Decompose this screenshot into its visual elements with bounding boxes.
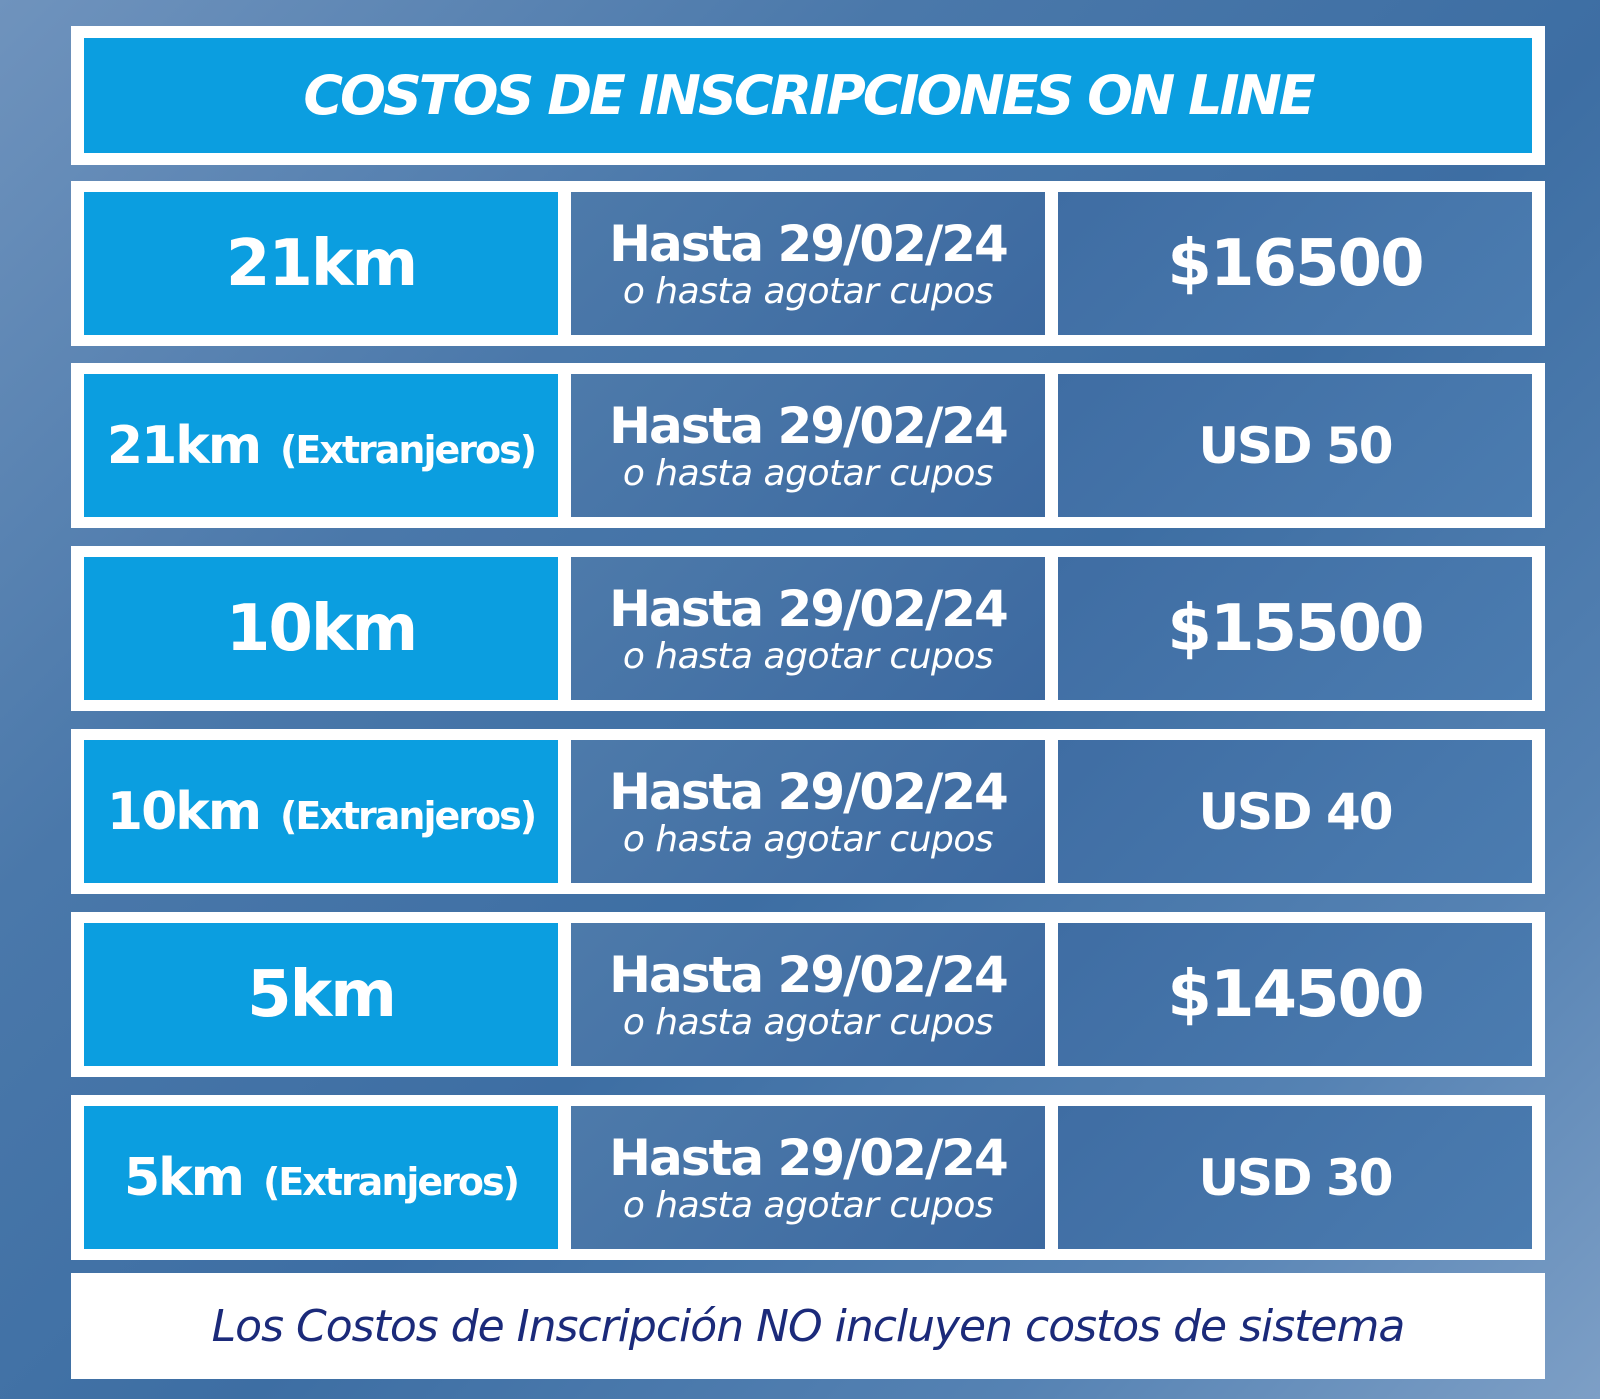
distance-cell: 10km xyxy=(84,557,558,700)
availability-note: o hasta agotar cupos xyxy=(622,1001,994,1043)
foreigners-label: (Extranjeros) xyxy=(262,1159,520,1204)
foreigners-label: (Extranjeros) xyxy=(280,793,537,838)
price-cell: $14500 xyxy=(1058,923,1532,1066)
title-banner: COSTOS DE INSCRIPCIONES ON LINE xyxy=(71,26,1545,165)
distance-label: 5km xyxy=(247,957,397,1032)
deadline-cell: Hasta 29/02/24 o hasta agotar cupos xyxy=(571,192,1045,335)
deadline-label: Hasta 29/02/24 xyxy=(609,214,1009,273)
price-cell: USD 40 xyxy=(1058,740,1532,883)
deadline-label: Hasta 29/02/24 xyxy=(609,762,1009,821)
deadline-cell: Hasta 29/02/24 o hasta agotar cupos xyxy=(571,1106,1045,1249)
price-row: 5km Hasta 29/02/24 o hasta agotar cupos … xyxy=(71,912,1545,1077)
footer-note: Los Costos de Inscripción NO incluyen co… xyxy=(71,1273,1545,1379)
foreigners-label: (Extranjeros) xyxy=(280,427,537,472)
price-label: $15500 xyxy=(1167,591,1424,666)
distance-cell: 10km (Extranjeros) xyxy=(84,740,558,883)
price-label: USD 40 xyxy=(1198,782,1393,841)
price-row: 10km (Extranjeros) Hasta 29/02/24 o hast… xyxy=(71,729,1545,894)
price-row: 10km Hasta 29/02/24 o hasta agotar cupos… xyxy=(71,546,1545,711)
price-row: 21km (Extranjeros) Hasta 29/02/24 o hast… xyxy=(71,363,1545,528)
distance-cell: 5km (Extranjeros) xyxy=(84,1106,558,1249)
price-cell: $15500 xyxy=(1058,557,1532,700)
distance-cell: 21km xyxy=(84,192,558,335)
availability-note: o hasta agotar cupos xyxy=(622,635,994,677)
distance-cell: 5km xyxy=(84,923,558,1066)
page-title: COSTOS DE INSCRIPCIONES ON LINE xyxy=(84,38,1532,153)
deadline-cell: Hasta 29/02/24 o hasta agotar cupos xyxy=(571,923,1045,1066)
availability-note: o hasta agotar cupos xyxy=(622,452,994,494)
price-row: 21km Hasta 29/02/24 o hasta agotar cupos… xyxy=(71,181,1545,346)
price-label: USD 30 xyxy=(1198,1148,1393,1207)
price-label: $16500 xyxy=(1167,226,1424,301)
distance-label: 5km xyxy=(123,1147,245,1208)
distance-label: 21km xyxy=(225,226,418,301)
availability-note: o hasta agotar cupos xyxy=(622,270,994,312)
price-cell: USD 50 xyxy=(1058,374,1532,517)
distance-label: 10km xyxy=(106,781,262,842)
price-label: $14500 xyxy=(1167,957,1424,1032)
distance-cell: 21km (Extranjeros) xyxy=(84,374,558,517)
availability-note: o hasta agotar cupos xyxy=(622,818,994,860)
price-row: 5km (Extranjeros) Hasta 29/02/24 o hasta… xyxy=(71,1095,1545,1260)
deadline-label: Hasta 29/02/24 xyxy=(609,1128,1009,1187)
distance-label: 10km xyxy=(225,591,418,666)
price-cell: $16500 xyxy=(1058,192,1532,335)
deadline-cell: Hasta 29/02/24 o hasta agotar cupos xyxy=(571,557,1045,700)
price-cell: USD 30 xyxy=(1058,1106,1532,1249)
deadline-label: Hasta 29/02/24 xyxy=(609,396,1009,455)
deadline-label: Hasta 29/02/24 xyxy=(609,579,1009,638)
distance-label: 21km xyxy=(106,415,262,476)
deadline-label: Hasta 29/02/24 xyxy=(609,945,1009,1004)
price-label: USD 50 xyxy=(1198,416,1393,475)
deadline-cell: Hasta 29/02/24 o hasta agotar cupos xyxy=(571,374,1045,517)
deadline-cell: Hasta 29/02/24 o hasta agotar cupos xyxy=(571,740,1045,883)
availability-note: o hasta agotar cupos xyxy=(622,1184,994,1226)
